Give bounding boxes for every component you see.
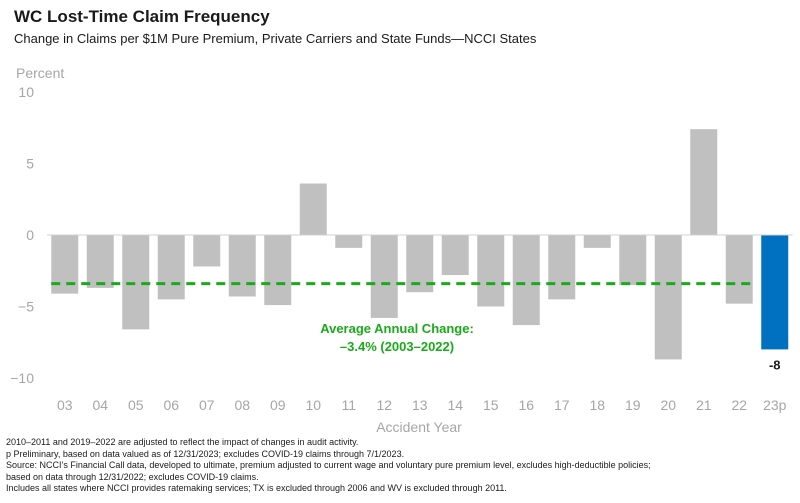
x-tick-label: 19 bbox=[625, 397, 641, 413]
x-tick-label: 23p bbox=[763, 397, 787, 413]
y-axis-label: Percent bbox=[16, 65, 64, 81]
bar bbox=[335, 235, 363, 248]
x-tick-label: 09 bbox=[270, 397, 286, 413]
bar-preliminary bbox=[761, 235, 789, 350]
bar bbox=[193, 235, 221, 267]
chart-title: WC Lost-Time Claim Frequency bbox=[14, 7, 270, 26]
average-annotation: –3.4% (2003–2022) bbox=[340, 339, 454, 354]
x-tick-label: 07 bbox=[199, 397, 215, 413]
bar bbox=[264, 235, 292, 306]
x-tick-label: 10 bbox=[305, 397, 321, 413]
footnote-source: Source: NCCI’s Financial Call data, deve… bbox=[6, 460, 651, 471]
y-tick-label: −10 bbox=[10, 370, 34, 386]
x-tick-label: 05 bbox=[128, 397, 144, 413]
x-tick-label: 18 bbox=[589, 397, 605, 413]
x-tick-label: 22 bbox=[731, 397, 747, 413]
x-tick-label: 08 bbox=[234, 397, 250, 413]
average-annotation: Average Annual Change: bbox=[320, 321, 474, 336]
bar bbox=[512, 235, 540, 326]
footnote-audit-adjustment: 2010–2011 and 2019–2022 are adjusted to … bbox=[6, 437, 359, 447]
bar bbox=[157, 235, 185, 300]
bar-chart: Percent 10 5 0 −5 −10 Average Annual Change: –3… bbox=[10, 65, 793, 435]
footnote-states: Includes all states where NCCI provides … bbox=[6, 483, 507, 494]
x-tick-label: 16 bbox=[518, 397, 534, 413]
bar bbox=[370, 235, 398, 318]
bar bbox=[583, 235, 611, 248]
y-tick-label: −5 bbox=[18, 299, 34, 315]
x-tick-label: 04 bbox=[92, 397, 108, 413]
x-tick-label: 12 bbox=[376, 397, 392, 413]
y-tick-label: 10 bbox=[18, 84, 34, 100]
bar bbox=[619, 235, 647, 286]
x-tick-label: 13 bbox=[412, 397, 428, 413]
x-tick-label: 15 bbox=[483, 397, 499, 413]
bar bbox=[441, 235, 469, 276]
bar bbox=[477, 235, 505, 307]
x-tick-label: 06 bbox=[163, 397, 179, 413]
bar bbox=[86, 235, 114, 288]
x-tick-label: 03 bbox=[57, 397, 73, 413]
footnotes: 2010–2011 and 2019–2022 are adjusted to … bbox=[6, 437, 796, 495]
x-tick-label: 17 bbox=[554, 397, 570, 413]
bar bbox=[228, 235, 256, 297]
bar bbox=[654, 235, 682, 360]
bar bbox=[725, 235, 753, 304]
bar bbox=[690, 129, 718, 235]
x-tick-label: 20 bbox=[660, 397, 676, 413]
chart-subtitle: Change in Claims per $1M Pure Premium, P… bbox=[14, 31, 537, 46]
bar bbox=[548, 235, 576, 300]
x-tick-label: 21 bbox=[696, 397, 712, 413]
footnote-preliminary: p Preliminary, based on data valued as o… bbox=[6, 448, 405, 459]
y-tick-label: 5 bbox=[26, 156, 34, 172]
data-label: -8 bbox=[769, 357, 781, 372]
x-tick-label: 14 bbox=[447, 397, 463, 413]
footnote-source-continued: based on data through 12/31/2022; exclud… bbox=[6, 471, 259, 482]
bar bbox=[299, 183, 327, 235]
y-tick-label: 0 bbox=[26, 227, 34, 243]
x-axis-label: Accident Year bbox=[376, 419, 462, 435]
x-tick-label: 11 bbox=[341, 397, 356, 413]
